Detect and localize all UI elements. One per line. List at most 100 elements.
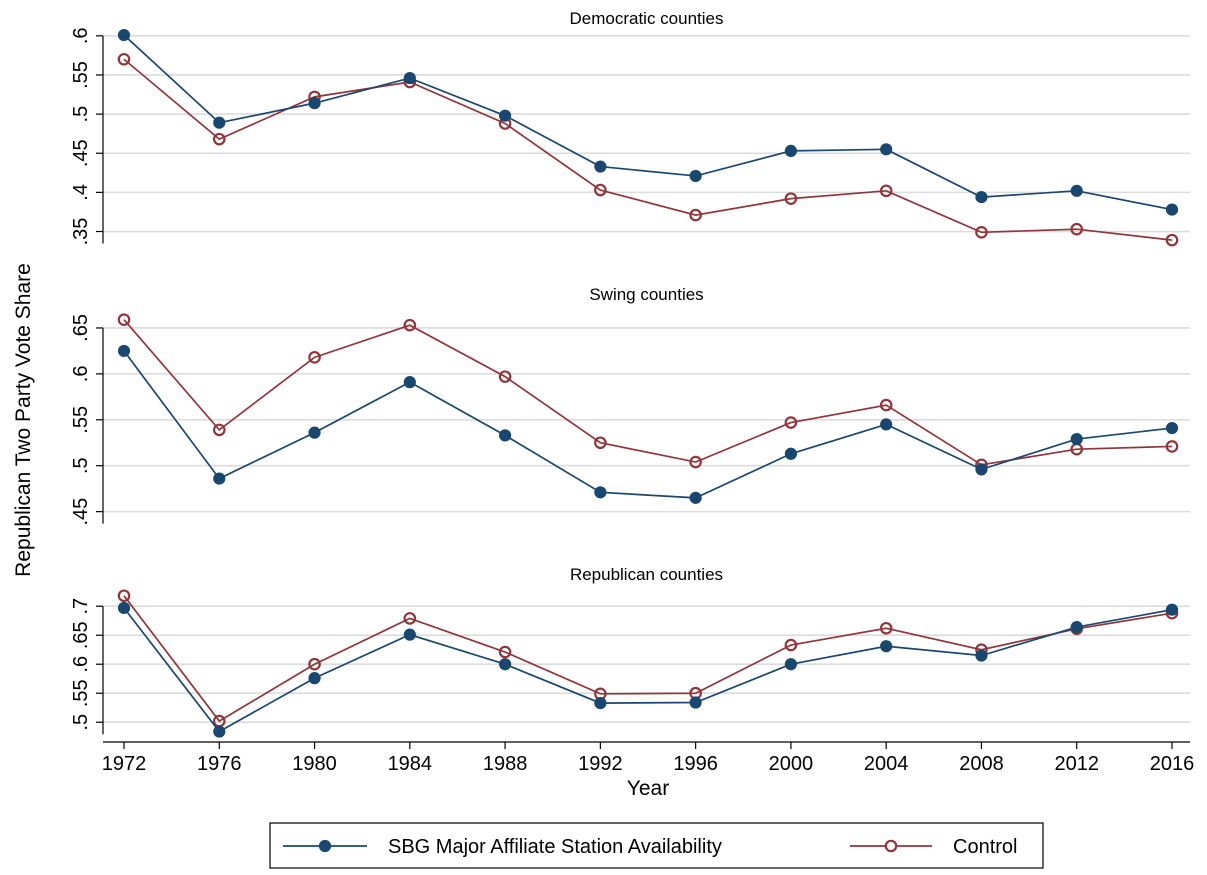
- data-point-treated: [308, 426, 321, 439]
- x-tick-label: 1980: [292, 753, 337, 775]
- data-point-treated: [880, 640, 893, 653]
- data-point-treated: [403, 628, 416, 641]
- x-tick-label: 1984: [388, 753, 433, 775]
- data-point-control: [498, 370, 512, 383]
- y-tick-label: .55: [70, 61, 92, 89]
- data-point-control: [117, 313, 131, 326]
- data-point-control: [308, 351, 321, 364]
- data-point-treated: [689, 491, 702, 504]
- data-point-control: [1070, 222, 1084, 236]
- y-tick-label: .65: [70, 621, 92, 649]
- data-point-treated: [308, 97, 321, 110]
- data-point-treated: [498, 429, 512, 442]
- data-point-treated: [1165, 603, 1179, 616]
- y-tick-label: .55: [70, 679, 92, 707]
- y-tick-label: .65: [70, 314, 92, 342]
- data-point-control: [784, 192, 798, 205]
- legend-label-control: Control: [953, 836, 1017, 858]
- series-line-control: [123, 58, 1173, 241]
- x-axis: 1972 1976 1980 1984 1988 1992 1996 2000 2004 2008…: [102, 741, 1195, 775]
- y-axis-title: Republican Two Party Vote Share: [12, 263, 35, 577]
- data-point-treated: [594, 160, 607, 173]
- y-tick-label: .4: [70, 184, 92, 201]
- data-point-treated: [689, 169, 702, 183]
- data-point-treated: [975, 649, 988, 662]
- legend: SBG Major Affiliate Station Availability…: [269, 822, 1044, 869]
- series-line-control: [123, 595, 1173, 723]
- panel-0: Democratic counties .35 .4 .45 .5 .55 .6: [70, 9, 1190, 247]
- data-point-treated: [117, 601, 131, 615]
- legend-marker-control: [884, 839, 898, 853]
- panel-1: Swing counties .45 .5 .55 .6 .65: [70, 285, 1190, 526]
- data-point-treated: [594, 486, 607, 499]
- data-point-control: [117, 53, 131, 66]
- x-tick-label: 2016: [1150, 753, 1195, 775]
- data-point-treated: [213, 116, 226, 129]
- series-line-control: [123, 319, 1173, 466]
- data-point-treated: [1070, 432, 1083, 446]
- data-point-control: [498, 645, 512, 659]
- data-point-control: [784, 638, 798, 652]
- y-tick-label: .6: [70, 27, 92, 44]
- data-point-treated: [1070, 620, 1083, 634]
- x-tick-label: 1996: [673, 753, 718, 775]
- data-point-treated: [403, 376, 416, 389]
- data-point-treated: [880, 418, 893, 431]
- data-point-treated: [975, 190, 988, 204]
- data-point-control: [403, 612, 417, 625]
- y-tick-label: .35: [70, 218, 92, 246]
- panel-title: Democratic counties: [569, 9, 723, 28]
- data-point-control: [1165, 440, 1179, 453]
- data-point-treated: [308, 672, 321, 685]
- y-tick-label: .6: [70, 366, 92, 383]
- y-tick-label: .55: [70, 406, 92, 434]
- data-point-control: [212, 132, 226, 146]
- panel-2: Republican counties .5 .55 .6 .65 .7: [70, 565, 1190, 738]
- data-point-treated: [880, 143, 893, 156]
- data-point-treated: [213, 472, 226, 485]
- data-point-control: [1165, 233, 1179, 247]
- x-tick-label: 2012: [1054, 753, 1099, 775]
- data-point-control: [689, 455, 702, 469]
- y-tick-label: .45: [70, 498, 92, 526]
- data-point-control: [117, 589, 131, 603]
- data-point-treated: [1165, 203, 1179, 216]
- panel-title: Swing counties: [589, 285, 703, 304]
- data-point-treated: [594, 696, 607, 710]
- data-point-treated: [498, 658, 512, 671]
- x-tick-label: 1988: [483, 753, 528, 775]
- data-point-treated: [117, 28, 131, 42]
- data-point-control: [594, 436, 607, 450]
- data-point-treated: [498, 109, 512, 122]
- y-tick-label: .45: [70, 139, 92, 167]
- x-tick-label: 2000: [769, 753, 814, 775]
- data-point-treated: [784, 144, 798, 157]
- series-line-treated: [123, 607, 1173, 733]
- data-point-control: [212, 423, 226, 437]
- series-line-treated: [123, 350, 1173, 499]
- legend-label-treated: SBG Major Affiliate Station Availability: [388, 836, 722, 858]
- data-point-control: [879, 621, 893, 635]
- x-tick-label: 2008: [959, 753, 1004, 775]
- data-point-treated: [213, 725, 226, 738]
- series-line-treated: [123, 34, 1173, 211]
- data-point-control: [975, 226, 988, 239]
- data-point-treated: [117, 344, 131, 358]
- x-tick-label: 1972: [102, 753, 147, 775]
- data-point-treated: [1070, 184, 1083, 197]
- data-point-treated: [975, 463, 988, 476]
- y-tick-label: .6: [70, 656, 92, 673]
- x-tick-label: 2004: [864, 753, 909, 775]
- data-point-treated: [784, 658, 798, 671]
- data-point-control: [308, 657, 321, 671]
- legend-marker-treated: [318, 839, 332, 853]
- data-point-treated: [784, 447, 798, 460]
- y-tick-label: .5: [70, 457, 92, 474]
- data-point-control: [403, 318, 417, 332]
- data-point-control: [784, 416, 798, 429]
- x-axis-title: Year: [627, 777, 669, 800]
- data-point-control: [689, 208, 702, 222]
- data-point-control: [594, 183, 607, 197]
